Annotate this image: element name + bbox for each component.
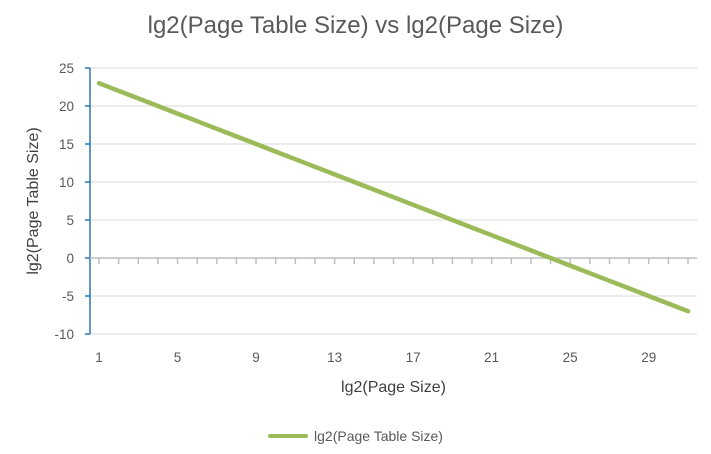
x-tick-label: 29 <box>641 350 656 365</box>
series-lines <box>96 80 691 314</box>
x-tick-labels: 1 5 9 13 17 21 25 29 <box>95 350 656 365</box>
x-tick-label: 5 <box>174 350 182 365</box>
chart-title: lg2(Page Table Size) vs lg2(Page Size) <box>147 12 564 39</box>
legend: lg2(Page Table Size) <box>0 428 711 444</box>
series-line <box>96 80 691 314</box>
y-tick-label: 0 <box>66 251 74 266</box>
x-tick-label: 17 <box>406 350 421 365</box>
y-tick-label: 10 <box>59 175 74 190</box>
legend-swatch <box>268 434 309 438</box>
legend-label: lg2(Page Table Size) <box>314 428 443 444</box>
x-tick-label: 13 <box>327 350 342 365</box>
x-tick-label: 1 <box>95 350 103 365</box>
y-tick-label: -5 <box>62 289 74 304</box>
y-axis-title: lg2(Page Table Size) <box>25 127 42 274</box>
x-tick-label: 25 <box>563 350 578 365</box>
y-tick-labels: 25 20 15 10 5 0 -5 -10 <box>54 61 74 342</box>
axes <box>85 67 697 335</box>
x-tick-label: 21 <box>484 350 499 365</box>
x-tick-label: 9 <box>252 350 260 365</box>
gridlines <box>90 67 697 335</box>
x-axis-title: lg2(Page Size) <box>341 379 446 396</box>
y-tick-label: 25 <box>59 61 74 76</box>
y-tick-label: 15 <box>59 137 74 152</box>
y-tick-label: -10 <box>54 327 74 342</box>
y-tick-label: 5 <box>66 213 74 228</box>
y-tick-label: 20 <box>59 99 74 114</box>
